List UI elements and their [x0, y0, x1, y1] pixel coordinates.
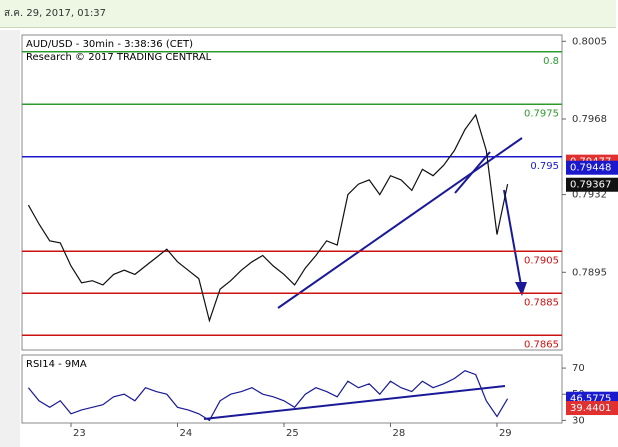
price-tag-label: 46.5775	[570, 394, 611, 405]
y-tick-label: 0.7968	[572, 114, 607, 125]
forecast-arrow	[503, 189, 522, 286]
price-tag-label: 0.79448	[570, 163, 611, 174]
trend-line	[277, 137, 523, 309]
level-label: 0.7885	[524, 297, 559, 308]
price-tag	[566, 177, 618, 192]
rsi-title: RSI14 - 9MA	[26, 359, 87, 370]
level-label: 0.795	[530, 161, 559, 172]
x-tick-label: 28	[392, 428, 405, 439]
level-label: 0.7865	[524, 339, 559, 350]
header-time: ส.ค. 29, 2017, 01:37	[0, 0, 616, 28]
chart-subtitle: Research © 2017 TRADING CENTRAL	[26, 52, 212, 63]
main-panel	[21, 34, 563, 351]
price-line	[27, 370, 509, 422]
level-label: 0.7975	[524, 108, 559, 119]
y-tick-label: 0.7932	[572, 190, 607, 201]
x-tick-label: 24	[179, 428, 192, 439]
chart-title: AUD/USD - 30min - 3:38:36 (CET)	[26, 39, 193, 50]
y-tick-label: 0.8005	[572, 36, 607, 47]
x-tick-label: 25	[286, 428, 299, 439]
price-tag-label: 39.4401	[570, 403, 611, 414]
level-label: 0.8	[543, 56, 559, 67]
y-tick-label: 30	[572, 415, 585, 426]
left-strip	[0, 30, 20, 447]
price-line	[27, 113, 509, 323]
price-tag-label: 0.79367	[570, 180, 611, 191]
price-tag	[566, 160, 618, 175]
x-tick-label: 29	[499, 428, 512, 439]
rsi-trend-line	[203, 385, 506, 420]
price-tag	[566, 401, 618, 416]
trend-line	[454, 151, 491, 194]
y-tick-label: 70	[572, 363, 585, 374]
y-tick-label: 0.7895	[572, 267, 607, 278]
arrow-head	[515, 282, 527, 296]
x-tick-label: 23	[73, 428, 86, 439]
level-label: 0.7905	[524, 255, 559, 266]
